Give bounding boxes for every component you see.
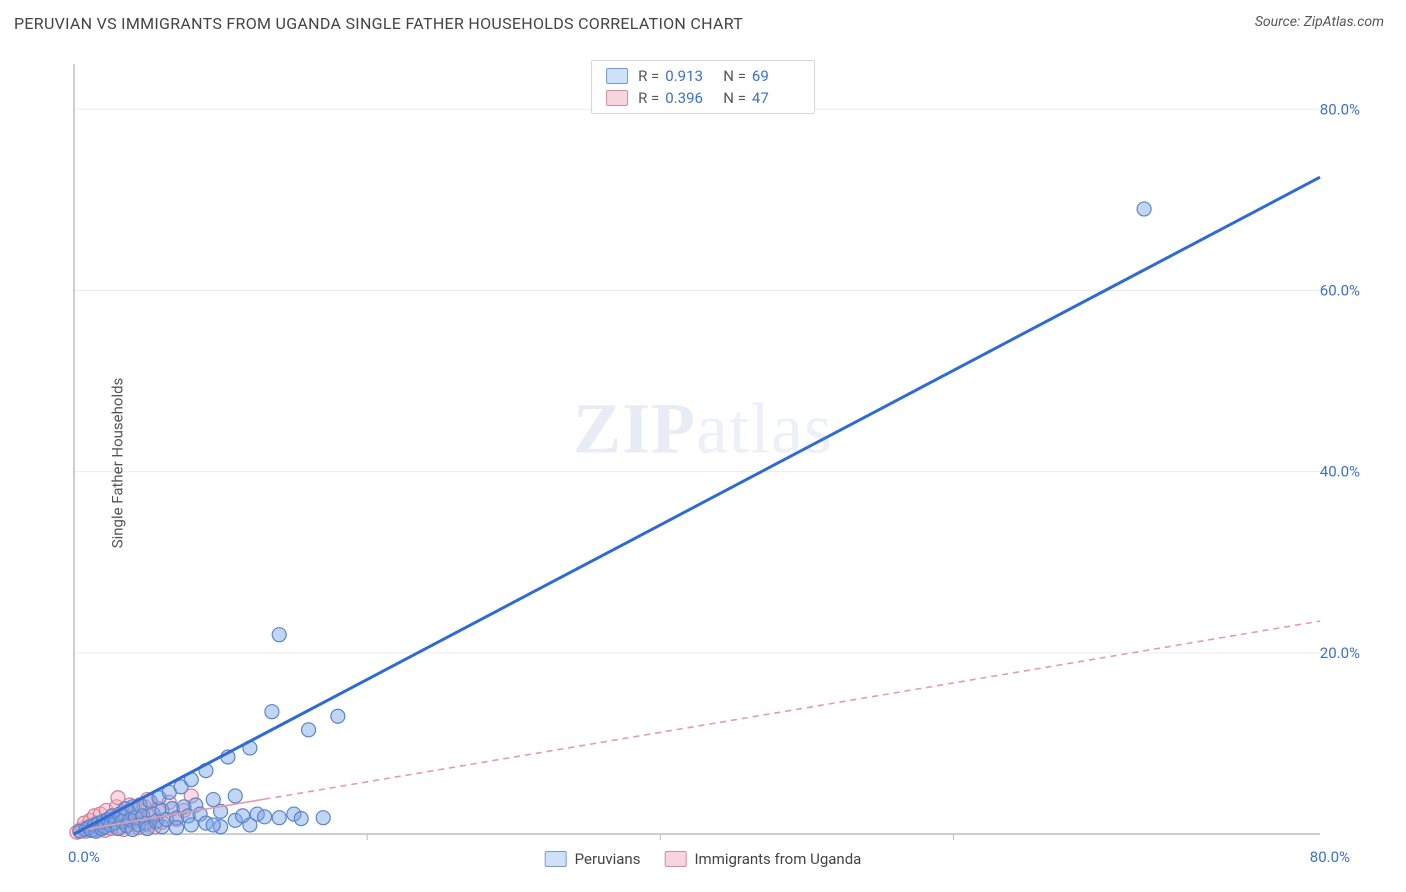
legend-stats-row-2: R = 0.396 N = 47: [592, 87, 814, 109]
legend-item-2: Immigrants from Uganda: [664, 850, 861, 868]
swatch-bottom-1: [545, 851, 567, 867]
r-value-2: 0.396: [665, 89, 713, 107]
scatter-plot: 20.0% 40.0% 60.0% 80.0%: [14, 44, 1392, 882]
y-axis-label: Single Father Households: [108, 378, 126, 549]
n-label-2: N =: [723, 89, 746, 107]
legend-label-2: Immigrants from Uganda: [694, 850, 861, 868]
legend-series: Peruvians Immigrants from Uganda: [545, 850, 862, 868]
data-point: [170, 821, 184, 835]
swatch-series-1: [606, 68, 628, 84]
y-tick-label: 60.0%: [1320, 281, 1360, 299]
data-point: [228, 789, 242, 803]
r-label-2: R =: [638, 89, 659, 107]
data-point: [258, 810, 272, 824]
source-prefix: Source:: [1255, 14, 1304, 30]
data-point: [206, 818, 220, 832]
x-origin-label: 0.0%: [68, 848, 100, 866]
legend-stats: R = 0.913 N = 69 R = 0.396 N = 47: [591, 60, 815, 114]
y-tick-label: 40.0%: [1320, 463, 1360, 481]
chart-title: PERUVIAN VS IMMIGRANTS FROM UGANDA SINGL…: [14, 14, 743, 33]
n-value-2: 47: [752, 89, 800, 107]
legend-label-1: Peruvians: [575, 850, 641, 868]
source-attribution: Source: ZipAtlas.com: [1255, 14, 1384, 30]
data-point: [294, 812, 308, 826]
data-point: [272, 628, 286, 642]
data-point: [272, 811, 286, 825]
data-point: [265, 705, 279, 719]
source-name: ZipAtlas.com: [1304, 14, 1384, 30]
data-point: [331, 709, 345, 723]
n-label-1: N =: [723, 67, 746, 85]
data-point: [316, 811, 330, 825]
r-label-1: R =: [638, 67, 659, 85]
legend-item-1: Peruvians: [545, 850, 641, 868]
chart-container: Single Father Households ZIPatlas 20.0%4…: [14, 44, 1392, 882]
x-max-label: 80.0%: [1310, 848, 1350, 866]
legend-stats-row-1: R = 0.913 N = 69: [592, 65, 814, 87]
y-tick-label: 80.0%: [1320, 100, 1360, 118]
data-point: [302, 723, 316, 737]
y-tick-label: 20.0%: [1320, 644, 1360, 662]
n-value-1: 69: [752, 67, 800, 85]
swatch-series-2: [606, 90, 628, 106]
r-value-1: 0.913: [665, 67, 713, 85]
swatch-bottom-2: [664, 851, 686, 867]
data-point: [1137, 202, 1151, 216]
